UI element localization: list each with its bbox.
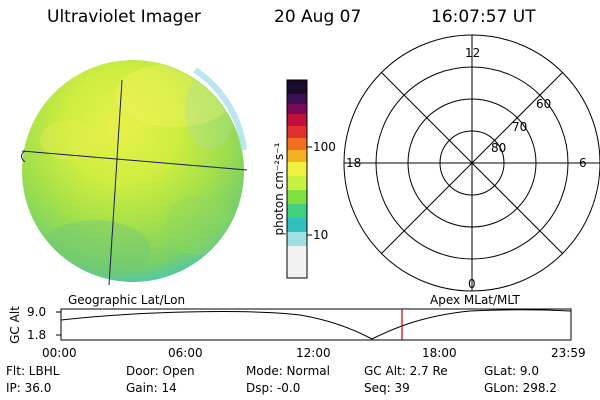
mlt-label-12: 12 — [465, 46, 481, 60]
equator-line — [21, 150, 248, 171]
time-label: 16:07:57 UT — [431, 7, 536, 27]
info-gc-alt: GC Alt: 2.7 Re — [364, 364, 448, 378]
colorbar-unit-label: photon cm⁻²s⁻¹ — [272, 142, 286, 236]
colorbar-tick-10: 10 — [313, 228, 329, 242]
earth-image — [22, 60, 247, 282]
limb-marker — [21, 150, 26, 163]
polar-plot — [343, 34, 600, 292]
info-glat: GLat: 9.0 — [484, 364, 539, 378]
colorbar — [286, 79, 312, 279]
y-tick-1-8: 1.8 — [27, 328, 47, 342]
meridian-line — [108, 79, 123, 286]
lat-label-60: 60 — [536, 97, 552, 111]
x-tick-0600: 06:00 — [168, 346, 203, 360]
apex-label: Apex MLat/MLT — [430, 293, 520, 307]
y-tick-9: 9.0 — [27, 305, 47, 319]
altitude-curve — [60, 309, 572, 340]
timeline-panel — [56, 308, 572, 341]
info-seq: Seq: 39 — [364, 381, 410, 395]
gc-alt-axis-label: GC Alt — [8, 306, 22, 344]
mlt-label-0: 0 — [468, 277, 476, 291]
x-tick-0000: 00:00 — [42, 346, 77, 360]
mlt-label-6: 6 — [579, 156, 587, 170]
x-tick-2359: 23:59 — [551, 346, 586, 360]
info-flt: Flt: LBHL — [6, 364, 60, 378]
info-door: Door: Open — [126, 364, 195, 378]
info-glon: GLon: 298.2 — [484, 381, 557, 395]
info-gain: Gain: 14 — [126, 381, 177, 395]
colorbar-tick-100: 100 — [313, 140, 336, 154]
info-ip: IP: 36.0 — [6, 381, 52, 395]
instrument-title: Ultraviolet Imager — [47, 7, 201, 27]
x-tick-1200: 12:00 — [296, 346, 331, 360]
date-label: 20 Aug 07 — [274, 7, 362, 27]
lat-label-80: 80 — [491, 141, 507, 155]
mlt-label-18: 18 — [346, 156, 362, 170]
geographic-label: Geographic Lat/Lon — [68, 293, 186, 307]
info-mode: Mode: Normal — [246, 364, 330, 378]
lat-label-70: 70 — [512, 120, 528, 134]
x-tick-1800: 18:00 — [422, 346, 457, 360]
info-dsp: Dsp: -0.0 — [246, 381, 301, 395]
